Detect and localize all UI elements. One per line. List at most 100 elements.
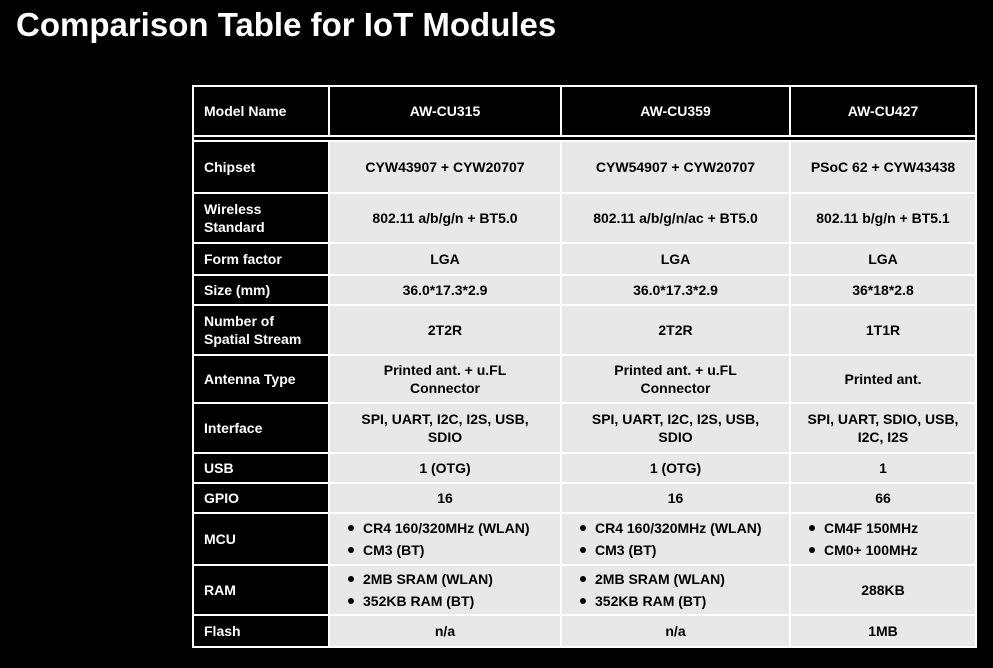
cell-value: 16	[437, 489, 453, 506]
table-cell: n/a	[562, 616, 789, 646]
table-cell: SPI, UART, I2C, I2S, USB, SDIO	[330, 404, 560, 452]
bullet-text: CM4F 150MHz	[824, 520, 919, 537]
table-cell: LGA	[330, 244, 560, 274]
table-cell: 288KB	[791, 566, 975, 614]
bullet-list-item: 352KB RAM (BT)	[580, 592, 706, 610]
cell-value: CYW54907 + CYW20707	[595, 158, 756, 175]
cell-value: Printed ant.	[844, 370, 922, 387]
table-cell: 2MB SRAM (WLAN) 352KB RAM (BT)	[562, 566, 789, 614]
header-column-label: AW-CU427	[847, 102, 919, 119]
row-label: MCU	[204, 530, 236, 547]
cell-value: 1 (OTG)	[649, 459, 702, 476]
cell-value: SPI, UART, I2C, I2S, USB, SDIO	[361, 410, 529, 445]
table-cell: 1	[791, 454, 975, 482]
cell-value: 1MB	[868, 622, 898, 639]
row-label: Form factor	[204, 250, 282, 267]
row-label-cell: Form factor	[194, 244, 328, 274]
cell-value: 36.0*17.3*2.9	[402, 281, 488, 298]
row-label-cell: RAM	[194, 566, 328, 614]
cell-value: n/a	[665, 622, 686, 639]
bullet-text: CM0+ 100MHz	[824, 541, 918, 558]
row-label-cell: GPIO	[194, 484, 328, 512]
table-cell: SPI, UART, SDIO, USB, I2C, I2S	[791, 404, 975, 452]
bullet-list-item: 2MB SRAM (WLAN)	[580, 570, 725, 588]
row-label: RAM	[204, 581, 236, 598]
bullet-text: CR4 160/320MHz (WLAN)	[595, 520, 762, 537]
bullet-text: CM3 (BT)	[363, 541, 425, 558]
table-cell: Printed ant.	[791, 356, 975, 402]
cell-value: LGA	[868, 250, 898, 267]
cell-value: 802.11 a/b/g/n + BT5.0	[372, 209, 518, 226]
page-title: Comparison Table for IoT Modules	[16, 6, 557, 43]
bullet-list-item: CM0+ 100MHz	[809, 541, 918, 559]
cell-value: 66	[875, 489, 891, 506]
header-cell-aw-cu427: AW-CU427	[791, 87, 975, 135]
row-label: Interface	[204, 419, 263, 436]
table-cell: CM4F 150MHz CM0+ 100MHz	[791, 514, 975, 564]
header-cell-model-name: Model Name	[194, 87, 328, 135]
cell-value: Printed ant. + u.FL Connector	[614, 361, 737, 396]
table-cell: 1 (OTG)	[562, 454, 789, 482]
table-cell: 36.0*17.3*2.9	[562, 276, 789, 304]
table-cell: SPI, UART, I2C, I2S, USB, SDIO	[562, 404, 789, 452]
row-label: Wireless Standard	[204, 200, 265, 235]
table-cell: Printed ant. + u.FL Connector	[330, 356, 560, 402]
row-label-cell: Number of Spatial Stream	[194, 306, 328, 354]
bullet-marker-icon	[580, 576, 586, 583]
row-label: Size (mm)	[204, 281, 271, 298]
table-cell: 36*18*2.8	[791, 276, 975, 304]
row-label: USB	[204, 459, 234, 476]
row-label: GPIO	[204, 489, 240, 506]
row-label-cell: USB	[194, 454, 328, 482]
cell-value: CYW43907 + CYW20707	[365, 158, 525, 175]
bullet-list-item: CM3 (BT)	[580, 541, 656, 559]
row-label-cell: Interface	[194, 404, 328, 452]
cell-value: PSoC 62 + CYW43438	[810, 158, 956, 175]
comparison-table: Model Name AW-CU315 AW-CU359 AW-CU427 Ch…	[192, 85, 977, 648]
bullet-text: CM3 (BT)	[595, 541, 657, 558]
header-column-label: AW-CU359	[640, 102, 711, 119]
cell-value: 2T2R	[427, 321, 463, 338]
bullet-text: 352KB RAM (BT)	[595, 592, 707, 609]
row-label-cell: MCU	[194, 514, 328, 564]
cell-value: 1 (OTG)	[419, 459, 471, 476]
row-label: Flash	[204, 622, 241, 639]
table-cell: LGA	[791, 244, 975, 274]
table-cell: 16	[562, 484, 789, 512]
table-cell: CYW43907 + CYW20707	[330, 142, 560, 192]
table-cell: PSoC 62 + CYW43438	[791, 142, 975, 192]
bullet-list-item: CR4 160/320MHz (WLAN)	[348, 519, 529, 537]
cell-value: 1T1R	[865, 321, 901, 338]
table-cell: 2MB SRAM (WLAN) 352KB RAM (BT)	[330, 566, 560, 614]
bullet-text: 2MB SRAM (WLAN)	[595, 571, 725, 588]
bullet-list-item: CM4F 150MHz	[809, 519, 918, 537]
table-cell: 2T2R	[562, 306, 789, 354]
cell-value: 16	[667, 489, 684, 506]
cell-value: 802.11 a/b/g/n/ac + BT5.0	[593, 209, 758, 226]
table-cell: CYW54907 + CYW20707	[562, 142, 789, 192]
bullet-list-item: CR4 160/320MHz (WLAN)	[580, 519, 761, 537]
table-cell: 36.0*17.3*2.9	[330, 276, 560, 304]
bullet-marker-icon	[348, 576, 354, 583]
row-label-cell: Flash	[194, 616, 328, 646]
row-label-cell: Wireless Standard	[194, 194, 328, 242]
cell-value: SPI, UART, SDIO, USB, I2C, I2S	[807, 410, 959, 445]
header-body-divider	[194, 137, 975, 140]
bullet-text: 352KB RAM (BT)	[363, 592, 475, 609]
row-label-cell: Chipset	[194, 142, 328, 192]
table-cell: 802.11 a/b/g/n/ac + BT5.0	[562, 194, 789, 242]
table-cell: CR4 160/320MHz (WLAN) CM3 (BT)	[562, 514, 789, 564]
table-cell: 802.11 a/b/g/n + BT5.0	[330, 194, 560, 242]
cell-value: 288KB	[861, 581, 905, 598]
table-cell: 16	[330, 484, 560, 512]
cell-value: Printed ant. + u.FL Connector	[383, 361, 507, 396]
cell-value: 36*18*2.8	[852, 281, 914, 298]
row-label-cell: Size (mm)	[194, 276, 328, 304]
bullet-list-item: CM3 (BT)	[348, 541, 424, 559]
table-cell: Printed ant. + u.FL Connector	[562, 356, 789, 402]
bullet-list-item: 2MB SRAM (WLAN)	[348, 570, 493, 588]
bullet-marker-icon	[580, 525, 586, 532]
bullet-marker-icon	[348, 546, 354, 553]
bullet-marker-icon	[809, 525, 815, 532]
bullet-marker-icon	[348, 597, 354, 604]
